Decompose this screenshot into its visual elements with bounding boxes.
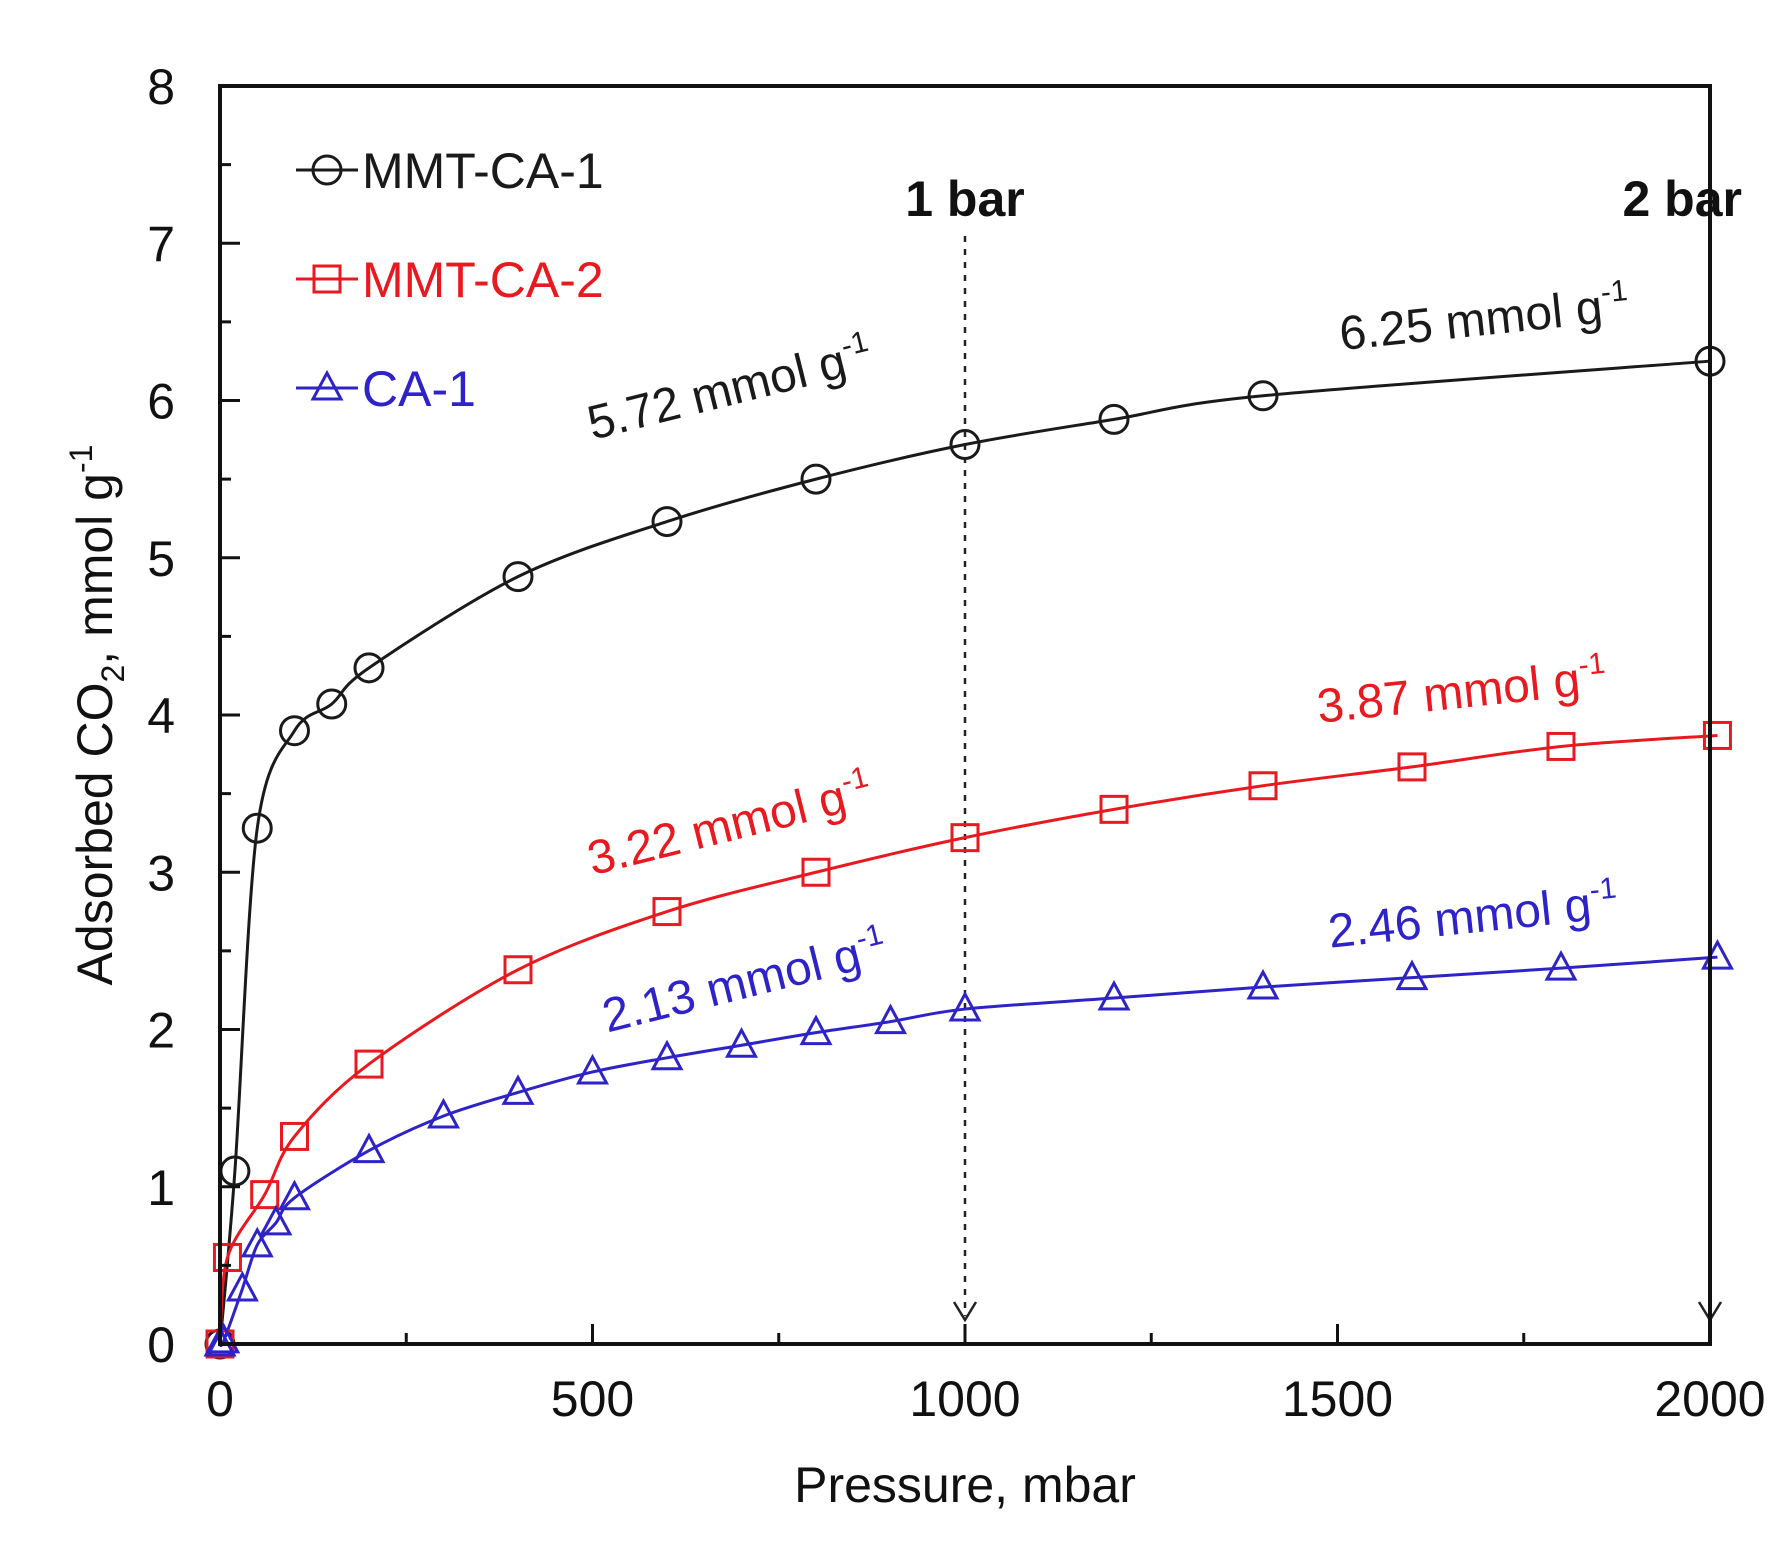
data-point-mmt-ca-2 <box>1397 752 1427 782</box>
data-point-ca-1 <box>724 1027 759 1058</box>
data-point-ca-1 <box>873 1003 908 1035</box>
data-point-mmt-ca-2 <box>1099 794 1129 824</box>
data-point-ca-1 <box>1544 950 1578 981</box>
data-point-mmt-ca-2 <box>801 857 831 887</box>
fitted-curves <box>218 359 1718 1348</box>
y-tick-label: 2 <box>147 1003 175 1059</box>
legend-item-mmt-ca-1: MMT-CA-1 <box>296 143 604 199</box>
data-point-mmt-ca-2 <box>354 1049 384 1079</box>
x-tick-label: 1500 <box>1282 1371 1393 1427</box>
data-point-ca-1 <box>240 1226 274 1258</box>
data-point-mmt-ca-2 <box>280 1121 309 1151</box>
x-tick-label: 1000 <box>909 1371 1020 1427</box>
data-point-mmt-ca-2 <box>1546 731 1576 761</box>
x-tick-label: 0 <box>206 1371 234 1427</box>
annotation-unit-superscript: -1 <box>1599 274 1629 310</box>
value-annotation: 3.87 mmol g-1 <box>1314 647 1609 734</box>
value-annotation: 2.13 mmol g-1 <box>596 918 892 1044</box>
reference-line-label: 2 bar <box>1622 171 1742 227</box>
data-point-ca-1 <box>575 1053 610 1085</box>
legend-square-marker <box>312 264 342 294</box>
annotation-unit-superscript: -1 <box>1588 872 1618 908</box>
data-point-ca-1 <box>207 1322 241 1354</box>
data-point-mmt-ca-1 <box>1098 403 1130 435</box>
value-annotation: 6.25 mmol g-1 <box>1336 274 1631 361</box>
axis-ticks: 0 500 1000 1500 2000 0 1 2 3 4 5 6 7 8 <box>147 59 1765 1427</box>
annotation-value: 5.72 mmol g <box>582 335 851 450</box>
y-tick-label: 1 <box>147 1160 175 1216</box>
legend: MMT-CA-1 MMT-CA-2 CA-1 <box>296 143 604 417</box>
data-point-mmt-ca-1 <box>1247 380 1279 412</box>
y-axis-title-rest: , mmol g <box>67 473 123 665</box>
annotation-value: 3.87 mmol g <box>1314 653 1582 733</box>
reference-line-label: 1 bar <box>905 171 1025 227</box>
y-tick-label: 0 <box>147 1317 175 1373</box>
series-line-mmt-ca-1 <box>218 359 1711 1345</box>
y-tick-label: 3 <box>147 845 175 901</box>
data-point-mmt-ca-1 <box>279 715 310 747</box>
data-point-ca-1 <box>1097 979 1131 1011</box>
data-point-ca-1 <box>1395 959 1429 991</box>
data-point-ca-1 <box>799 1014 833 1046</box>
data-point-ca-1 <box>1246 968 1280 1000</box>
data-point-mmt-ca-1 <box>949 429 981 461</box>
annotation-unit-superscript: -1 <box>1577 647 1607 683</box>
y-tick-label: 7 <box>147 216 175 272</box>
legend-item-mmt-ca-2: MMT-CA-2 <box>296 252 604 308</box>
value-annotation: 2.46 mmol g-1 <box>1325 872 1620 959</box>
x-tick-label: 2000 <box>1654 1371 1765 1427</box>
annotation-value: 6.25 mmol g <box>1337 281 1605 361</box>
data-point-mmt-ca-2 <box>652 897 682 927</box>
data-point-ca-1 <box>948 990 982 1022</box>
data-markers <box>203 345 1734 1360</box>
y-tick-label: 8 <box>147 59 175 115</box>
y-axis-title-main: Adsorbed CO <box>67 683 123 986</box>
y-axis-title: Adsorbed CO2, mmol g-1 <box>63 445 131 986</box>
y-tick-label: 6 <box>147 374 175 430</box>
data-point-ca-1 <box>259 1204 293 1236</box>
data-point-ca-1 <box>426 1097 461 1129</box>
data-point-mmt-ca-2 <box>950 823 980 853</box>
series-line-ca-1 <box>218 955 1718 1348</box>
y-tick-label: 4 <box>147 688 175 744</box>
y-axis-title-subscript: 2 <box>95 665 131 683</box>
data-point-ca-1 <box>1700 939 1734 970</box>
data-point-mmt-ca-2 <box>1702 720 1732 750</box>
legend-triangle-marker <box>310 369 344 401</box>
data-point-mmt-ca-1 <box>316 688 348 720</box>
y-axis-title-superscript: -1 <box>63 445 99 473</box>
legend-circle-marker <box>311 154 343 186</box>
legend-item-ca-1: CA-1 <box>296 361 476 417</box>
value-annotation: 5.72 mmol g-1 <box>581 325 877 451</box>
data-point-mmt-ca-2 <box>1248 771 1278 801</box>
data-point-ca-1 <box>352 1132 386 1164</box>
legend-label: CA-1 <box>362 361 476 417</box>
data-point-mmt-ca-2 <box>503 955 533 985</box>
data-point-ca-1 <box>225 1270 259 1302</box>
series-line-mmt-ca-2 <box>218 733 1718 1345</box>
annotation-value: 2.46 mmol g <box>1326 878 1594 958</box>
data-point-ca-1 <box>277 1179 312 1211</box>
x-tick-label: 500 <box>551 1371 634 1427</box>
y-tick-label: 5 <box>147 531 175 587</box>
x-axis-title: Pressure, mbar <box>794 1457 1136 1513</box>
data-point-mmt-ca-1 <box>651 506 683 538</box>
data-point-ca-1 <box>501 1074 535 1105</box>
legend-label: MMT-CA-2 <box>362 252 604 308</box>
annotation-value: 2.13 mmol g <box>597 928 866 1043</box>
data-point-mmt-ca-2 <box>212 1243 242 1273</box>
data-point-mmt-ca-1 <box>800 463 832 495</box>
annotation-value: 3.22 mmol g <box>582 771 851 886</box>
data-point-mmt-ca-2 <box>250 1180 280 1210</box>
reference-lines: 1 bar 2 bar <box>905 171 1742 1323</box>
data-point-ca-1 <box>650 1039 684 1071</box>
reference-arrowhead <box>952 1301 978 1323</box>
data-point-mmt-ca-1 <box>502 561 534 593</box>
legend-label: MMT-CA-1 <box>362 143 604 199</box>
data-point-mmt-ca-1 <box>241 812 273 844</box>
data-point-mmt-ca-1 <box>353 652 385 684</box>
value-annotations: 5.72 mmol g-1 6.25 mmol g-13.22 mmol g-13… <box>581 274 1631 1044</box>
